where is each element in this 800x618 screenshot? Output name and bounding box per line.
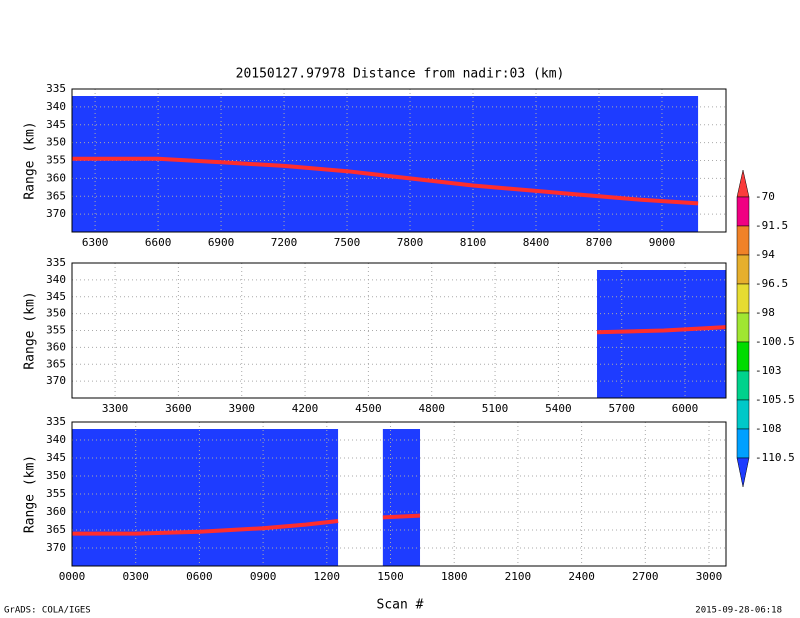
credit: GrADS: COLA/IGES — [4, 606, 91, 616]
x-tick-label: 1500 — [377, 570, 404, 583]
surface-echo — [596, 325, 727, 335]
data-coverage — [597, 270, 726, 398]
y-tick-label: 335 — [46, 415, 66, 428]
y-tick-label: 355 — [46, 487, 66, 500]
x-tick-label: 6600 — [145, 236, 172, 249]
colorbar-label: -110.5 — [755, 451, 795, 464]
surface-echo — [72, 513, 421, 536]
y-tick-label: 350 — [46, 136, 66, 149]
x-tick-label: 0000 — [59, 570, 86, 583]
colorbar-segment — [736, 225, 750, 256]
x-tick-label: 6300 — [82, 236, 109, 249]
x-tick-label: 1800 — [441, 570, 468, 583]
y-tick-label: 360 — [46, 505, 66, 518]
y-tick-label: 360 — [46, 340, 66, 353]
data-coverage — [72, 96, 699, 232]
plot-frame — [71, 421, 727, 567]
x-tick-label: 7200 — [271, 236, 298, 249]
y-tick-label: 350 — [46, 469, 66, 482]
surface-echo — [72, 156, 699, 206]
y-axis-label: Range (km) — [23, 455, 38, 533]
colorbar-label: -108 — [755, 422, 782, 435]
x-tick-label: 3600 — [165, 402, 192, 415]
plot-frame — [71, 262, 727, 399]
x-tick-label: 0300 — [122, 570, 149, 583]
colorbar-label: -94 — [755, 248, 775, 261]
x-tick-label: 7500 — [334, 236, 361, 249]
colorbar-segment — [736, 428, 750, 459]
x-tick-label: 5400 — [545, 402, 572, 415]
data-coverage — [382, 429, 421, 566]
x-axis-label: Scan # — [377, 598, 424, 613]
y-tick-label: 365 — [46, 189, 66, 202]
y-tick-label: 370 — [46, 207, 66, 220]
y-tick-label: 335 — [46, 256, 66, 269]
y-tick-label: 355 — [46, 324, 66, 337]
data-coverage — [72, 429, 339, 566]
y-tick-label: 340 — [46, 273, 66, 286]
y-axis-label: Range (km) — [23, 291, 38, 369]
colorbar-label: -96.5 — [755, 277, 788, 290]
plot-frame — [71, 88, 727, 233]
colorbar-label: -103 — [755, 364, 782, 377]
colorbar-label: -70 — [755, 190, 775, 203]
y-tick-label: 350 — [46, 307, 66, 320]
y-tick-label: 360 — [46, 171, 66, 184]
y-tick-label: 370 — [46, 374, 66, 387]
x-tick-label: 9000 — [649, 236, 676, 249]
colorbar-segment — [736, 254, 750, 285]
x-tick-label: 0600 — [186, 570, 213, 583]
colorbar-label: -91.5 — [755, 219, 788, 232]
timestamp: 2015-09-28-06:18 — [695, 606, 782, 616]
x-tick-label: 1200 — [314, 570, 341, 583]
y-tick-label: 345 — [46, 290, 66, 303]
y-tick-label: 370 — [46, 541, 66, 554]
x-tick-label: 5700 — [608, 402, 635, 415]
x-tick-label: 3900 — [228, 402, 255, 415]
colorbar-label: -105.5 — [755, 393, 795, 406]
y-tick-label: 365 — [46, 523, 66, 536]
y-tick-label: 335 — [46, 82, 66, 95]
y-axis-label: Range (km) — [23, 121, 38, 199]
colorbar-segment — [736, 312, 750, 343]
y-tick-label: 340 — [46, 433, 66, 446]
x-tick-label: 8400 — [523, 236, 550, 249]
x-tick-label: 3000 — [696, 570, 723, 583]
x-tick-label: 6000 — [672, 402, 699, 415]
y-tick-label: 340 — [46, 100, 66, 113]
colorbar-segment — [736, 399, 750, 430]
colorbar-label: -100.5 — [755, 335, 795, 348]
y-tick-label: 355 — [46, 154, 66, 167]
x-tick-label: 2700 — [632, 570, 659, 583]
x-tick-label: 4200 — [292, 402, 319, 415]
y-tick-label: 345 — [46, 118, 66, 131]
x-tick-label: 5100 — [482, 402, 509, 415]
x-tick-label: 3300 — [102, 402, 129, 415]
x-tick-label: 4800 — [418, 402, 445, 415]
chart-title: 20150127.97978 Distance from nadir:03 (k… — [236, 67, 565, 82]
colorbar-cap — [736, 457, 750, 488]
y-tick-label: 345 — [46, 451, 66, 464]
colorbar-segment — [736, 341, 750, 372]
colorbar-segment — [736, 196, 750, 227]
x-tick-label: 6900 — [208, 236, 235, 249]
colorbar-cap — [736, 169, 750, 198]
x-tick-label: 8700 — [586, 236, 613, 249]
y-tick-label: 365 — [46, 357, 66, 370]
colorbar-segment — [736, 283, 750, 314]
x-tick-label: 4500 — [355, 402, 382, 415]
colorbar-label: -98 — [755, 306, 775, 319]
x-tick-label: 8100 — [460, 236, 487, 249]
x-tick-label: 2400 — [568, 570, 595, 583]
colorbar-segment — [736, 370, 750, 401]
x-tick-label: 0900 — [250, 570, 277, 583]
x-tick-label: 7800 — [397, 236, 424, 249]
x-tick-label: 2100 — [505, 570, 532, 583]
